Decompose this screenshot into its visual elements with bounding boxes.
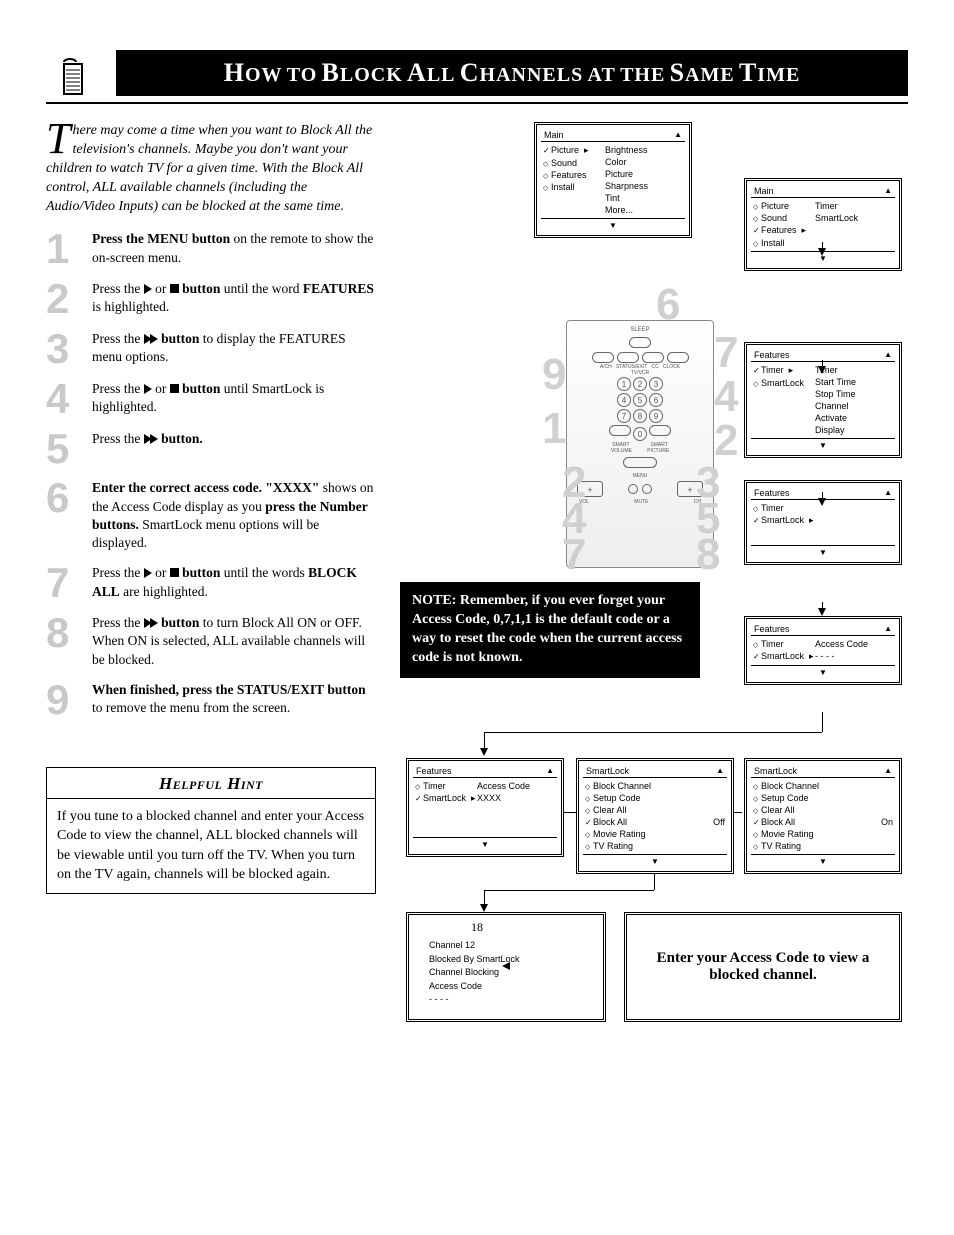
page-spiral-icon xyxy=(58,58,88,98)
final-right-text: Enter your Access Code to view a blocked… xyxy=(637,950,889,984)
osd-smartlock-on: SmartLock▲ ◇Block Channel◇Setup Code◇Cle… xyxy=(744,758,902,874)
step-number: 1 xyxy=(46,230,86,268)
step-text: Press the or button until the word FEATU… xyxy=(92,280,376,316)
step-text: Press the button. xyxy=(92,430,203,448)
remote-step-9: 9 xyxy=(542,350,566,400)
remote-graphic: SLEEP A/CH STATUS/EXIT CC CLOCKTV/VCR 12… xyxy=(566,320,714,568)
step-number: 8 xyxy=(46,614,86,652)
step-number: 9 xyxy=(46,681,86,719)
hint-body: If you tune to a blocked channel and ent… xyxy=(47,799,375,893)
arrow-head xyxy=(818,248,826,256)
intro-paragraph: There may come a time when you want to B… xyxy=(46,122,376,216)
helpful-hint-box: Helpful Hint If you tune to a blocked ch… xyxy=(46,767,376,894)
osd-feat1: Features▲✓Timer ▸◇SmartLockTimerStart Ti… xyxy=(744,342,902,458)
remote-step-1: 1 xyxy=(542,404,566,454)
note-box: NOTE: Remember, if you ever forget your … xyxy=(400,582,700,678)
hint-title: Helpful Hint xyxy=(47,768,375,799)
arrow xyxy=(484,732,822,733)
step-text: Enter the correct access code. "XXXX" sh… xyxy=(92,479,376,552)
arrow-head xyxy=(818,608,826,616)
osd-main1: Main▲✓Picture ▸◇Sound◇Features◇InstallBr… xyxy=(534,122,692,238)
step-number: 5 xyxy=(46,430,86,468)
intro-text: here may come a time when you want to Bl… xyxy=(46,123,372,214)
remote-step-4a: 4 xyxy=(714,372,738,422)
page-title-bar: HOW TO BLOCK ALL CHANNELS AT THE SAME TI… xyxy=(116,50,908,96)
arrow-head xyxy=(480,748,488,756)
arrow-head xyxy=(818,366,826,374)
step-text: When finished, press the STATUS/EXIT but… xyxy=(92,681,376,717)
step-text: Press the or button until SmartLock is h… xyxy=(92,380,376,416)
step-text: Press the or button until the words BLOC… xyxy=(92,564,376,600)
remote-step-8b: 8 xyxy=(696,530,720,580)
final-left-box: Channel 12Blocked By SmartLockChannel Bl… xyxy=(406,912,606,1022)
arrow xyxy=(484,890,654,891)
arrow-head xyxy=(818,498,826,506)
osd-feat2: Features▲◇Timer✓SmartLock ▸▼ xyxy=(744,480,902,565)
osd-main2: Main▲◇Picture◇Sound✓Features ▸◇InstallTi… xyxy=(744,178,902,271)
final-right-box: Enter your Access Code to view a blocked… xyxy=(624,912,902,1022)
remote-step-7a: 7 xyxy=(714,328,738,378)
title-underline xyxy=(46,102,908,104)
remote-step-7b: 7 xyxy=(562,530,586,580)
step-number: 7 xyxy=(46,564,86,602)
step-number: 3 xyxy=(46,330,86,368)
arrow xyxy=(822,712,823,732)
step-number: 4 xyxy=(46,380,86,418)
osd-features-xxxx: Features▲ ◇Timer✓SmartLock ▸ Access Code… xyxy=(406,758,564,857)
remote-step-6: 6 xyxy=(656,280,680,330)
step-number: 6 xyxy=(46,479,86,517)
osd-smartlock-off: SmartLock▲ ◇Block Channel◇Setup Code◇Cle… xyxy=(576,758,734,874)
step-text: Press the button to display the FEATURES… xyxy=(92,330,376,366)
step-number: 2 xyxy=(46,280,86,318)
arrow-head xyxy=(480,904,488,912)
arrow xyxy=(564,812,576,813)
osd-feat3: Features▲◇Timer✓SmartLock ▸Access Code- … xyxy=(744,616,902,685)
step-text: Press the MENU button on the remote to s… xyxy=(92,230,376,266)
step-text: Press the button to turn Block All ON or… xyxy=(92,614,376,669)
